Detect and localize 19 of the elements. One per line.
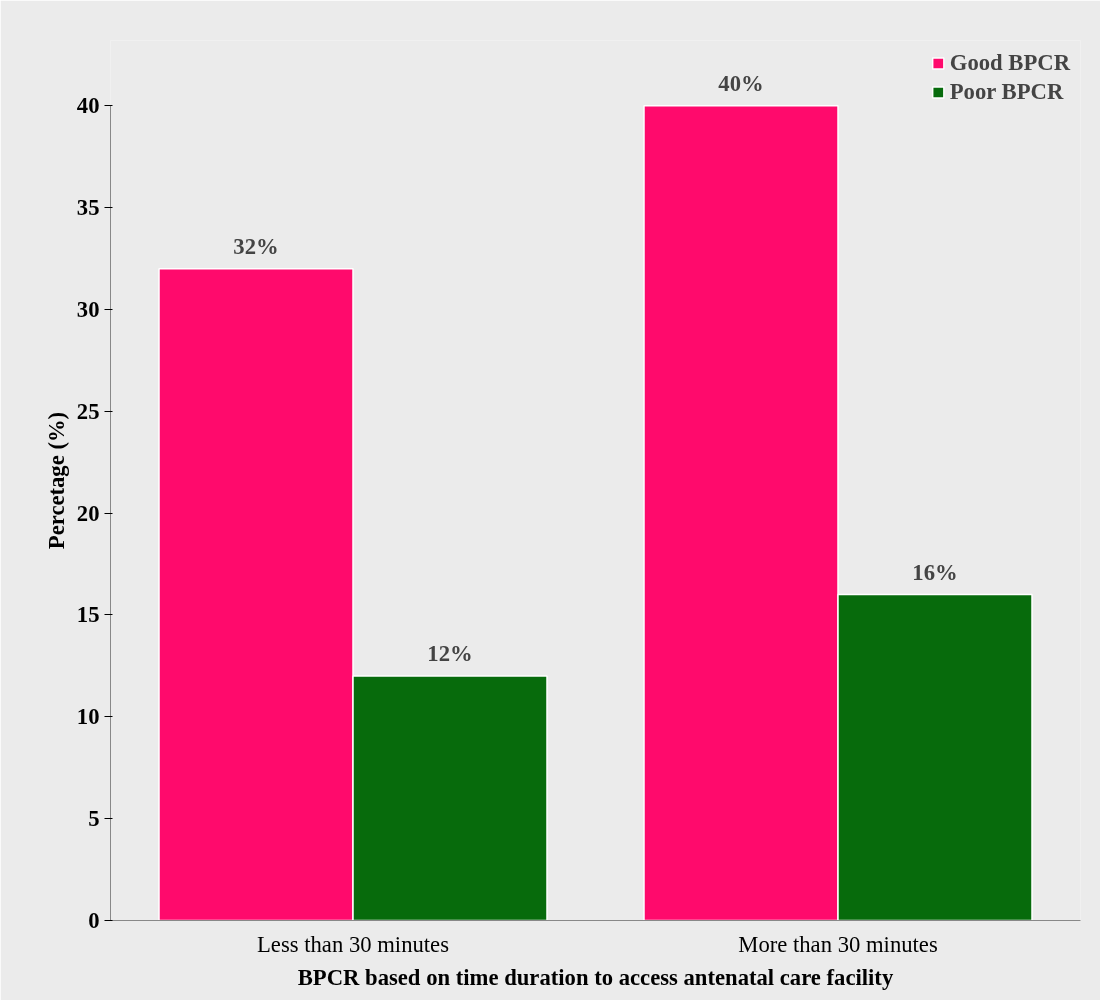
legend-label: Good BPCR (949, 50, 1070, 76)
y-tick-label: 20 (76, 500, 100, 526)
y-tick-label: 30 (76, 296, 100, 322)
data-label: 12% (427, 641, 473, 667)
data-label: 32% (233, 233, 279, 259)
x-tick-label: Less than 30 minutes (257, 931, 449, 957)
y-tick-label: 25 (76, 398, 100, 424)
y-tick-label: 35 (76, 195, 100, 221)
y-tick-label: 10 (76, 704, 100, 730)
y-tick-label: 0 (88, 908, 100, 933)
data-label: 40% (718, 70, 764, 96)
x-axis-title: BPCR based on time duration to access antenatal care facility (297, 964, 894, 990)
y-tick-label: 40 (76, 93, 100, 119)
legend-label: Poor BPCR (949, 79, 1064, 105)
y-tick-label: 15 (76, 602, 100, 628)
x-tick-label: More than 30 minutes (738, 931, 938, 957)
y-tick-label: 5 (88, 806, 100, 832)
y-axis-title: Percetage (%) (43, 411, 69, 550)
data-label: 16% (912, 559, 958, 585)
